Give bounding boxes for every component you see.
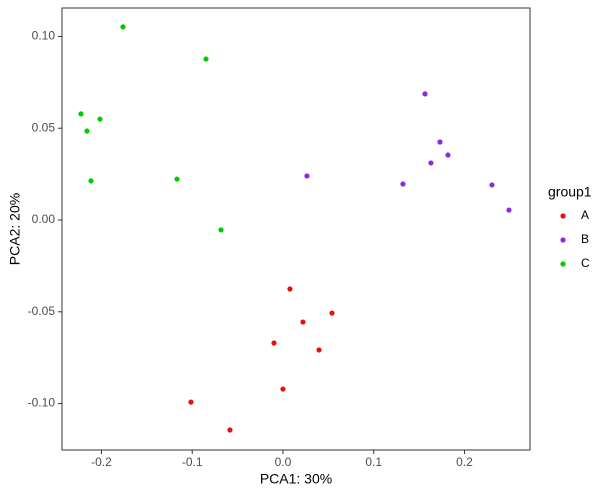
x-tick-label: -0.1 xyxy=(182,455,203,469)
y-tick-label: 0.00 xyxy=(32,212,56,226)
point xyxy=(300,319,306,325)
x-tick-label: 0.2 xyxy=(456,455,473,469)
x-tick-label: -0.2 xyxy=(91,455,112,469)
point xyxy=(489,182,495,188)
point xyxy=(78,111,84,117)
x-tick-label: 0.1 xyxy=(365,455,382,469)
legend-title: group1 xyxy=(548,184,592,200)
point xyxy=(422,91,428,97)
x-axis-title: PCA1: 30% xyxy=(260,471,332,487)
point xyxy=(203,56,209,62)
y-tick-label: 0.10 xyxy=(32,29,56,43)
x-tick-label: 0.0 xyxy=(275,455,292,469)
y-tick-label: 0.05 xyxy=(32,120,56,134)
legend-marker xyxy=(560,237,566,243)
point xyxy=(280,386,286,392)
point xyxy=(174,176,180,182)
point xyxy=(437,139,443,145)
point xyxy=(304,173,310,179)
y-tick-label: -0.10 xyxy=(28,396,56,410)
y-tick-label: -0.05 xyxy=(28,304,56,318)
point xyxy=(227,427,233,433)
y-axis-title: PCA2: 20% xyxy=(7,193,23,265)
point xyxy=(445,152,451,158)
point xyxy=(218,227,224,233)
legend-marker xyxy=(560,213,566,219)
point xyxy=(88,178,94,184)
legend-label: B xyxy=(581,232,589,246)
legend-marker xyxy=(560,261,566,267)
point xyxy=(506,207,512,213)
panel xyxy=(61,7,531,451)
point xyxy=(120,24,126,30)
point xyxy=(97,116,103,122)
point xyxy=(329,310,335,316)
point xyxy=(400,181,406,187)
point xyxy=(316,347,322,353)
point xyxy=(188,399,194,405)
point xyxy=(84,128,90,134)
point xyxy=(271,340,277,346)
point xyxy=(287,286,293,292)
legend-label: C xyxy=(581,256,590,270)
legend-label: A xyxy=(581,208,589,222)
point xyxy=(428,160,434,166)
